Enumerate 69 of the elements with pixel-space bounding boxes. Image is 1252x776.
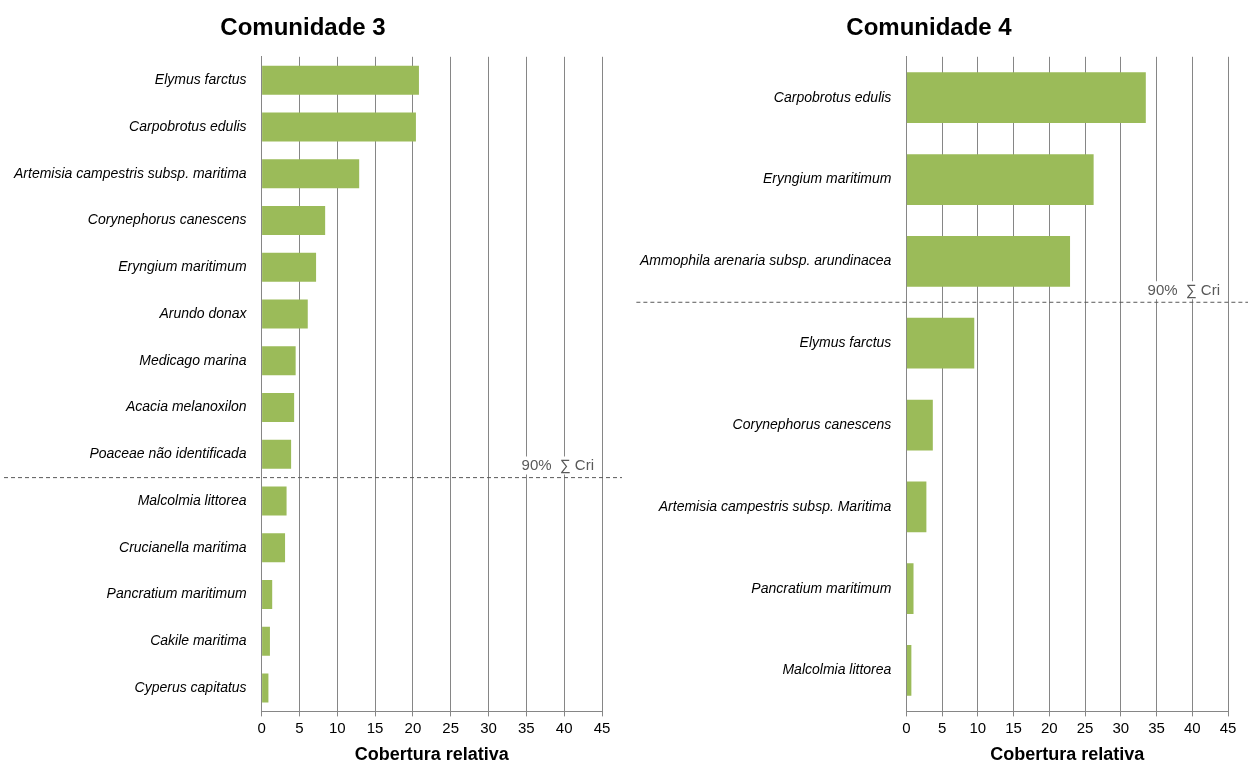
y-tick-label: Corynephorus canescens: [732, 415, 892, 432]
y-tick-label: Artemisia campestris subsp. maritima: [12, 164, 247, 181]
x-tick-label: 45: [1219, 718, 1237, 736]
x-tick-label: 10: [328, 718, 346, 736]
x-tick-label: 25: [442, 718, 460, 736]
bar: [906, 563, 914, 615]
y-tick-label: Pancratium maritimum: [106, 585, 247, 602]
x-tick-label: 20: [404, 718, 422, 736]
y-tick-label: Malcolmia littorea: [782, 661, 892, 678]
bar: [906, 236, 1071, 287]
bar: [262, 673, 269, 703]
bar: [262, 65, 419, 95]
y-tick-label: Elymus farctus: [154, 71, 247, 88]
bar: [262, 112, 416, 142]
y-tick-label: Arundo donax: [158, 304, 248, 321]
bar: [262, 626, 270, 656]
x-tick-label: 0: [257, 718, 266, 736]
x-tick-label: 30: [480, 718, 497, 736]
y-tick-label: Cyperus capitatus: [134, 678, 247, 695]
x-tick-label: 15: [366, 718, 384, 736]
y-tick-label: Carpobrotus edulis: [773, 88, 892, 105]
x-axis-title: Cobertura relativa: [990, 744, 1146, 765]
chart-title: Comunidade 4: [846, 13, 1013, 41]
bar: [262, 205, 326, 235]
y-tick-label: Crucianella maritima: [119, 538, 247, 555]
y-tick-label: Corynephorus canescens: [87, 211, 247, 228]
bar: [262, 392, 295, 422]
x-tick-label: 15: [1005, 718, 1022, 736]
x-tick-label: 45: [593, 718, 611, 736]
x-tick-label: 40: [1183, 718, 1201, 736]
x-tick-label: 10: [969, 718, 987, 736]
bar: [262, 486, 287, 516]
x-tick-label: 30: [1112, 718, 1130, 736]
bar: [262, 252, 317, 282]
x-tick-label: 35: [518, 718, 535, 736]
y-tick-label: Artemisia campestris subsp. Maritima: [657, 497, 892, 514]
ref-line-label: 90% ∑ Cri: [521, 456, 594, 475]
y-tick-label: Eryngium maritimum: [118, 258, 247, 275]
x-tick-label: 35: [1148, 718, 1165, 736]
chart-title: Comunidade 3: [220, 13, 386, 41]
x-tick-label: 0: [902, 718, 911, 736]
y-tick-label: Pancratium maritimum: [751, 579, 892, 596]
bar: [906, 72, 1146, 124]
bar: [906, 481, 927, 533]
y-tick-label: Carpobrotus edulis: [129, 117, 247, 134]
y-tick-label: Cakile maritima: [150, 632, 247, 649]
bar: [262, 299, 308, 329]
ref-line-label: 90% ∑ Cri: [1147, 280, 1220, 299]
bar: [906, 399, 933, 451]
bar: [262, 346, 296, 376]
x-axis-title: Cobertura relativa: [354, 744, 510, 765]
bar: [262, 439, 292, 469]
x-tick-label: 25: [1076, 718, 1094, 736]
y-tick-label: Ammophila arenaria subsp. arundinacea: [639, 252, 892, 269]
y-tick-label: Poaceae não identificada: [89, 445, 247, 462]
x-tick-label: 40: [555, 718, 573, 736]
y-tick-label: Malcolmia littorea: [137, 491, 247, 508]
y-tick-label: Medicago marina: [139, 351, 247, 368]
x-tick-label: 5: [295, 718, 304, 736]
bar: [262, 159, 360, 189]
x-tick-label: 5: [937, 718, 947, 736]
bar: [906, 317, 975, 369]
y-tick-label: Elymus farctus: [799, 334, 892, 351]
bar: [906, 154, 1094, 205]
y-tick-label: Eryngium maritimum: [763, 170, 892, 187]
bar: [262, 533, 286, 563]
x-tick-label: 20: [1040, 718, 1058, 736]
bar: [262, 580, 273, 609]
y-tick-label: Acacia melanoxilon: [124, 398, 247, 415]
